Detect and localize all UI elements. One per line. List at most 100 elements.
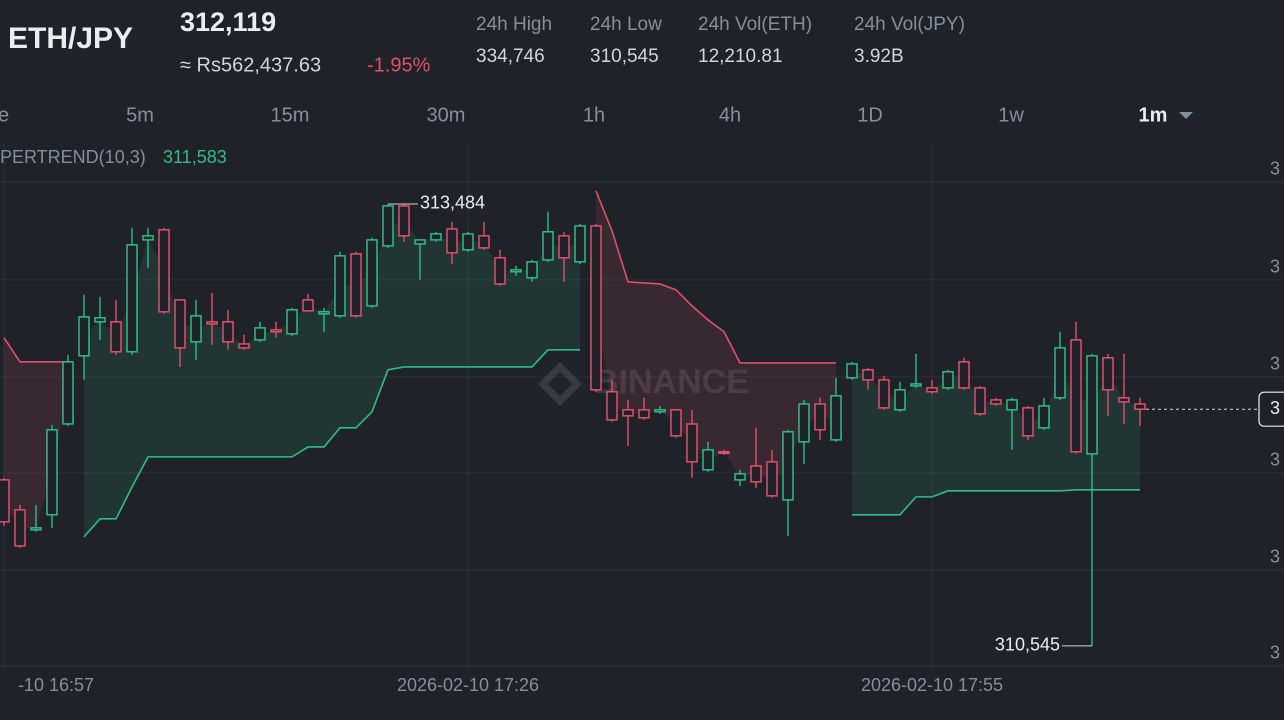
interval-tab[interactable]: 15m bbox=[271, 104, 310, 126]
interval-tab[interactable]: 1h bbox=[583, 104, 605, 126]
candle-body bbox=[638, 409, 650, 419]
extreme-label: 310,545 bbox=[995, 635, 1060, 655]
interval-tab[interactable]: 30m bbox=[427, 104, 466, 126]
candle-body bbox=[734, 473, 746, 481]
supertrend-fill bbox=[84, 220, 580, 537]
candle-body bbox=[382, 205, 394, 247]
stat-value: 334,746 bbox=[476, 46, 545, 67]
candle-body bbox=[430, 233, 442, 241]
candle-body bbox=[1038, 405, 1050, 429]
candle-body bbox=[78, 316, 90, 357]
x-tick-label: -10 16:57 bbox=[18, 675, 94, 695]
supertrend-line bbox=[595, 190, 836, 364]
candle-body bbox=[558, 235, 570, 259]
candle-body bbox=[46, 429, 58, 516]
candle-body bbox=[286, 309, 298, 335]
candle-body bbox=[238, 343, 250, 349]
candle-body bbox=[862, 369, 874, 381]
candle-body bbox=[1118, 397, 1130, 403]
candle-body bbox=[1022, 407, 1034, 437]
stat-label: 24h Vol(ETH) bbox=[698, 14, 812, 35]
interval-tab[interactable]: 1w bbox=[998, 104, 1024, 126]
dropdown-arrow[interactable] bbox=[1179, 112, 1193, 119]
candle-body bbox=[990, 399, 1002, 405]
candle-body bbox=[1102, 357, 1114, 391]
candle-body bbox=[942, 371, 954, 389]
candle-body bbox=[574, 225, 586, 263]
converted-price: ≈ Rs562,437.63 bbox=[180, 54, 321, 76]
y-tick-label: 3 bbox=[1270, 354, 1280, 374]
candle-body bbox=[750, 465, 762, 483]
candle-body bbox=[350, 253, 362, 317]
last-price-tag bbox=[1258, 391, 1284, 427]
candle-body bbox=[254, 327, 266, 341]
watermark-logo bbox=[538, 362, 582, 406]
candle-body bbox=[670, 409, 682, 437]
candle-body bbox=[270, 329, 282, 333]
last-price-tag-label: 3 bbox=[1270, 398, 1280, 418]
candle-body bbox=[334, 255, 346, 317]
interval-tab[interactable]: e bbox=[0, 104, 9, 126]
candle-body bbox=[414, 239, 426, 245]
candle-body bbox=[782, 431, 794, 501]
x-tick-label: 2026-02-10 17:26 bbox=[397, 675, 539, 695]
candle-body bbox=[910, 383, 922, 387]
supertrend-line bbox=[83, 349, 580, 538]
stat-label: 24h High bbox=[476, 14, 552, 35]
interval-tab[interactable]: 1D bbox=[857, 104, 883, 126]
candle-body bbox=[894, 389, 906, 411]
candle-body bbox=[174, 299, 186, 349]
interval-tab[interactable]: 5m bbox=[126, 104, 154, 126]
candle-body bbox=[798, 403, 810, 443]
candle-body bbox=[958, 361, 970, 389]
candle-body bbox=[190, 315, 202, 343]
candle-body bbox=[30, 527, 42, 531]
stat-value: 3.92B bbox=[854, 46, 904, 67]
candle-body bbox=[1086, 355, 1098, 455]
candle-body bbox=[446, 228, 458, 254]
supertrend-fill bbox=[4, 337, 68, 529]
candle-body bbox=[222, 321, 234, 343]
interval-tab[interactable]: 1m bbox=[1139, 104, 1168, 126]
symbol[interactable]: ETH/JPY bbox=[8, 22, 133, 55]
stat-value: 12,210.81 bbox=[698, 46, 783, 67]
y-tick-label: 3 bbox=[1270, 547, 1280, 567]
candle-body bbox=[302, 299, 314, 312]
candle-body bbox=[126, 244, 138, 353]
supertrend-fill bbox=[852, 370, 1140, 515]
candle-body bbox=[494, 257, 506, 285]
supertrend-fill bbox=[596, 190, 836, 479]
candle-body bbox=[62, 361, 74, 425]
candle-body bbox=[846, 363, 858, 379]
candle-body bbox=[110, 321, 122, 353]
candle-body bbox=[510, 269, 522, 273]
candle-body bbox=[926, 387, 938, 393]
candle-body bbox=[702, 449, 714, 471]
candle-body bbox=[718, 451, 730, 455]
interval-tab[interactable]: 4h bbox=[719, 104, 741, 126]
indicator-value: 311,583 bbox=[163, 147, 227, 167]
candle-body bbox=[622, 409, 634, 417]
candle-body bbox=[478, 235, 490, 249]
y-tick-label: 3 bbox=[1270, 159, 1280, 179]
candle-body bbox=[14, 509, 26, 547]
candle-body bbox=[974, 387, 986, 415]
candle-body bbox=[1006, 399, 1018, 411]
candle-body bbox=[606, 391, 618, 421]
stat-label: 24h Vol(JPY) bbox=[854, 14, 965, 35]
candle-body bbox=[542, 231, 554, 261]
candle-body bbox=[654, 409, 666, 413]
y-tick-label: 3 bbox=[1270, 450, 1280, 470]
candle-body bbox=[1054, 347, 1066, 399]
candle-body bbox=[526, 261, 538, 279]
y-tick-label: 3 bbox=[1270, 257, 1280, 277]
extreme-label: 313,484 bbox=[420, 193, 485, 213]
y-tick-label: 3 bbox=[1270, 643, 1280, 663]
x-tick-label: 2026-02-10 17:55 bbox=[861, 675, 1003, 695]
grid: 3 3 3 3 3 3 -10 16:57 2026-02-10 17:26 2026-02-1… bbox=[0, 142, 1284, 695]
candle-body bbox=[366, 239, 378, 307]
candle-body bbox=[318, 311, 330, 315]
supertrend-line bbox=[3, 337, 68, 363]
